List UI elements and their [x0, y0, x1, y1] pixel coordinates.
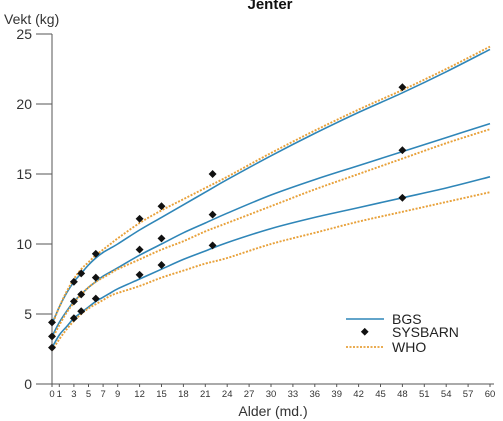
sysbarn-marker — [208, 241, 217, 250]
x-tick-label: 18 — [178, 389, 189, 400]
x-tick-label: 51 — [419, 389, 430, 400]
sysbarn-marker — [135, 214, 144, 223]
sysbarn-marker — [208, 210, 217, 219]
x-tick-label: 45 — [375, 389, 386, 400]
x-tick-label: 42 — [353, 389, 364, 400]
x-tick-label: 54 — [441, 389, 452, 400]
sysbarn-marker — [135, 270, 144, 279]
sysbarn-marker — [398, 146, 407, 155]
x-tick-label: 57 — [463, 389, 474, 400]
x-tick-label: 5 — [86, 389, 91, 400]
sysbarn-marker — [157, 202, 166, 211]
who-line-middle — [51, 128, 491, 340]
sysbarn-marker — [157, 234, 166, 243]
chart-title: Jenter — [247, 0, 292, 13]
y-tick-label: 25 — [16, 26, 32, 42]
x-tick-label: 0 — [49, 389, 54, 400]
x-tick-label: 30 — [266, 389, 277, 400]
sysbarn-marker — [91, 294, 100, 303]
y-axis-label: Vekt (kg) — [4, 11, 59, 27]
legend: BGS SYSBARN WHO — [346, 311, 459, 355]
sysbarn-marker — [398, 193, 407, 202]
x-tick-label: 36 — [310, 389, 321, 400]
legend-swatch-sysbarn — [360, 327, 369, 336]
y-tick-label: 0 — [24, 376, 32, 392]
x-tick-label: 24 — [222, 389, 233, 400]
y-ticks: 0 5 10 15 20 25 — [16, 26, 52, 392]
x-tick-label: 7 — [100, 389, 105, 400]
sysbarn-marker — [157, 261, 166, 269]
bgs-line-upper — [51, 48, 491, 325]
bgs-line-lower — [51, 176, 491, 349]
sysbarn-marker — [48, 343, 56, 352]
x-tick-label: 48 — [397, 389, 408, 400]
x-tick-label: 3 — [71, 389, 76, 400]
legend-label-who: WHO — [392, 339, 426, 355]
x-axis-label: Alder (md.) — [238, 403, 307, 419]
sysbarn-marker — [48, 318, 56, 327]
x-tick-label: 15 — [156, 389, 167, 400]
sysbarn-marker — [135, 245, 144, 254]
sysbarn-marker — [48, 332, 56, 341]
series-lines — [51, 45, 491, 351]
who-line-upper — [51, 45, 491, 326]
x-tick-label: 12 — [134, 389, 145, 400]
x-tick-label: 1 — [57, 389, 62, 400]
x-tick-label: 9 — [115, 389, 120, 400]
y-tick-label: 10 — [16, 236, 32, 252]
series-markers — [48, 83, 407, 352]
y-tick-label: 15 — [16, 166, 32, 182]
x-tick-label: 21 — [200, 389, 211, 400]
sysbarn-marker — [208, 170, 217, 178]
y-tick-label: 5 — [24, 306, 32, 322]
x-tick-label: 39 — [331, 389, 342, 400]
legend-label-sysbarn: SYSBARN — [392, 324, 459, 340]
sysbarn-marker — [91, 249, 100, 258]
y-tick-label: 20 — [16, 96, 32, 112]
x-tick-label: 33 — [288, 389, 299, 400]
sysbarn-marker — [398, 83, 407, 92]
legend-label-bgs: BGS — [392, 311, 422, 327]
x-tick-label: 27 — [244, 389, 255, 400]
x-ticks: 0 1 3 5 7 9 12 15 18 21 24 27 30 33 36 39 42 45 48 51 54 57 60 — [49, 384, 495, 400]
x-tick-label: 60 — [485, 389, 496, 400]
